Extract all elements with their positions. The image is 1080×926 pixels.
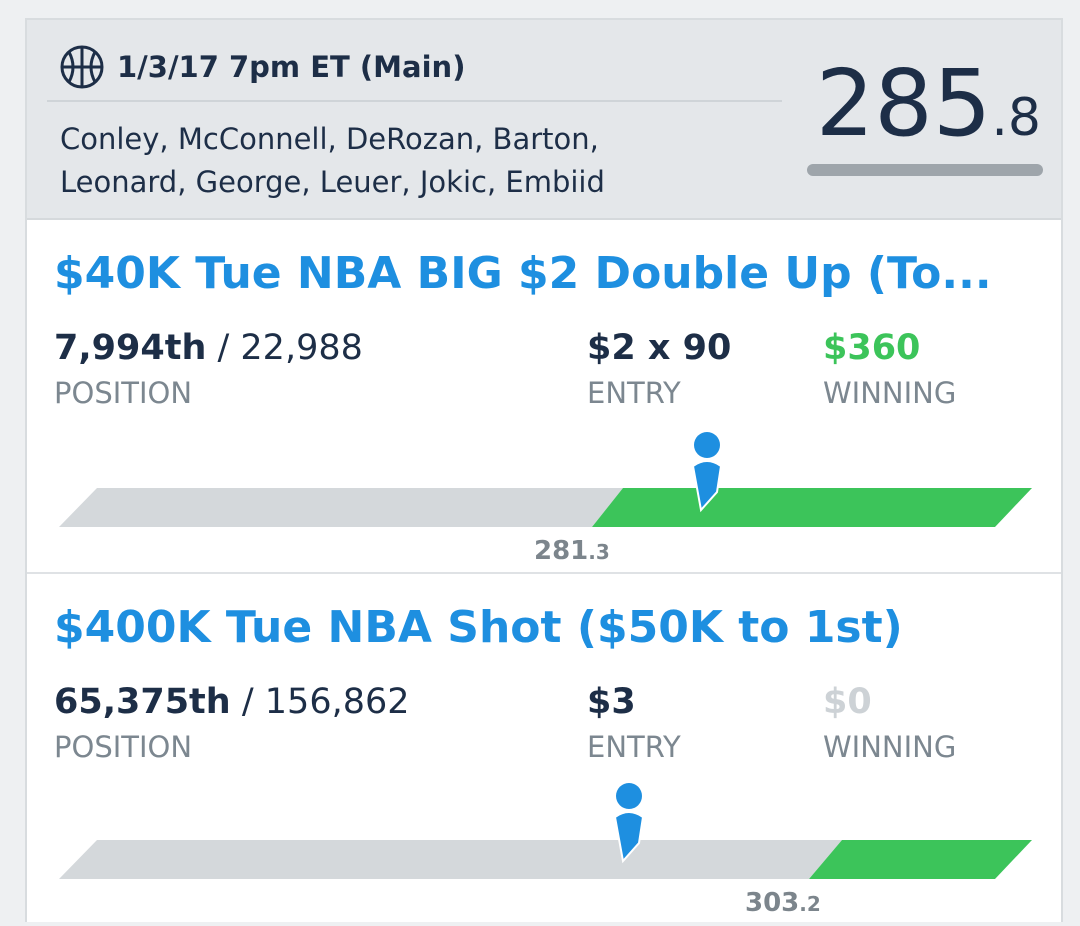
position: 7,994th / 22,988 [54, 328, 363, 368]
rank: 65,375th [54, 682, 231, 722]
stat: $3 [587, 682, 636, 722]
lineup-header: 1/3/17 7pm ET (Main) Conley, McConnell, … [27, 20, 1061, 220]
slate-row: 1/3/17 7pm ET (Main) [59, 44, 465, 90]
winning: $0 [823, 682, 872, 722]
cutoff: 303.2 [745, 888, 821, 918]
score-decimal: .8 [991, 88, 1041, 148]
total: / 156,862 [241, 682, 410, 722]
divider [47, 100, 782, 102]
entry: $3 [587, 682, 636, 722]
contest-title[interactable]: $40K Tue NBA BIG $2 Double Up (To... [54, 248, 992, 299]
cutoff-decimal: .2 [799, 892, 821, 916]
winning: $360 [823, 328, 921, 368]
cutoff-decimal: .3 [588, 540, 610, 564]
slate-name: 1/3/17 7pm ET (Main) [117, 50, 466, 84]
rank: 7,994th [54, 328, 207, 368]
position-label: POSITION [54, 730, 193, 764]
score-bar [807, 164, 1043, 176]
progress-bar [59, 783, 1032, 879]
entry-label: ENTRY [587, 730, 681, 764]
contest[interactable]: $40K Tue NBA BIG $2 Double Up (To... 7,9… [27, 220, 1061, 572]
progress-bar [59, 432, 1032, 527]
players: Conley, McConnell, DeRozan, Barton, Leon… [60, 122, 605, 199]
entry-label: ENTRY [587, 376, 681, 410]
contest-title[interactable]: $400K Tue NBA Shot ($50K to 1st) [54, 602, 903, 653]
stat: $2 x 90 [587, 328, 731, 368]
winning-label: WINNING [823, 376, 957, 410]
contest[interactable]: $400K Tue NBA Shot ($50K to 1st) 65,375t… [27, 572, 1061, 926]
position-label: POSITION [54, 376, 193, 410]
basketball-icon [60, 45, 104, 89]
entry: $2 x 90 [587, 328, 732, 368]
position: 65,375th / 156,862 [54, 682, 410, 722]
winning-label: WINNING [823, 730, 957, 764]
lineup-card[interactable]: 1/3/17 7pm ET (Main) Conley, McConnell, … [25, 18, 1063, 922]
cutoff-whole: 303 [745, 888, 800, 918]
cutoff: 281.3 [534, 536, 610, 566]
total: / 22,988 [217, 328, 363, 368]
score-whole: 285 [815, 50, 992, 157]
cutoff-whole: 281 [534, 536, 589, 566]
score: 285.8 [816, 50, 1041, 157]
